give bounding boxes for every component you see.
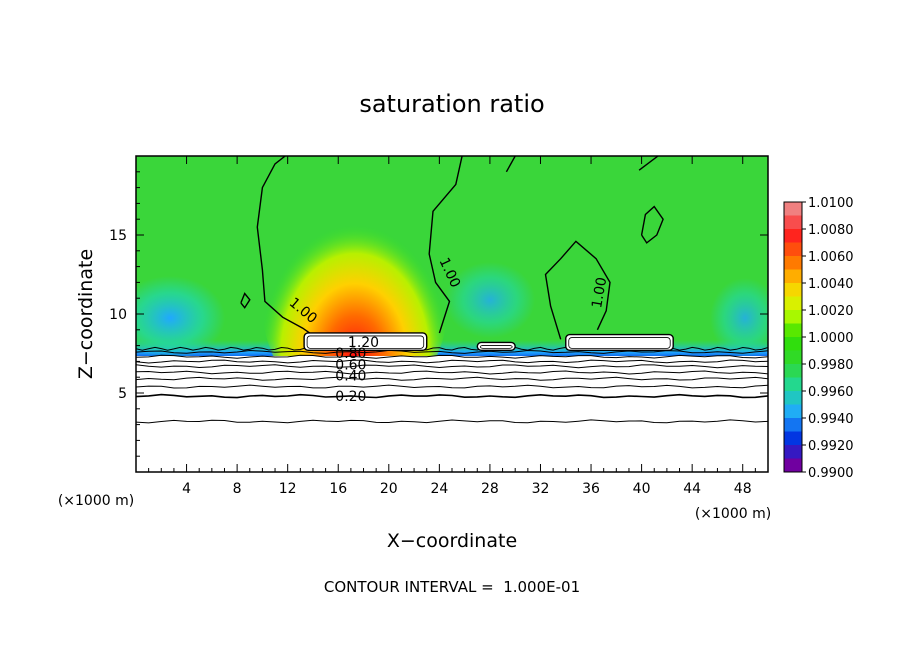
x-tick-label: 4	[182, 481, 191, 497]
colorbar-swatch	[784, 310, 802, 324]
blue-patch-left	[136, 276, 225, 360]
x-tick-label: 40	[633, 481, 651, 497]
contour-line	[136, 419, 768, 424]
cloud-region	[303, 332, 428, 352]
contour-label: 0.40	[335, 368, 366, 384]
colorbar-swatch	[784, 364, 802, 378]
x-tick-label: 36	[582, 481, 600, 497]
contour-line	[136, 364, 768, 369]
x-tick-label: 20	[380, 481, 398, 497]
colorbar-swatch	[784, 431, 802, 446]
colorbar-swatch	[784, 337, 802, 351]
x-tick-label: 16	[329, 481, 347, 497]
x-axis-title: X−coordinate	[387, 530, 517, 552]
contour-line-1-00	[256, 156, 324, 343]
contour-line	[136, 384, 768, 389]
x-tick-label: 12	[279, 481, 297, 497]
colorbar-tick-label: 0.9980	[808, 358, 854, 373]
colorbar: 1.0100 1.0080 1.0060 1.0040 1.0020 1.0000 0.99…	[783, 196, 854, 481]
colorbar-tick-label: 1.0100	[808, 196, 854, 211]
x-tick-label: 48	[734, 481, 752, 497]
plot-area: 1.001.001.001.200.800.600.400.20	[136, 156, 768, 472]
contour-lines	[136, 156, 768, 424]
contour-line-1-00	[505, 156, 516, 173]
y-tick-label: 5	[118, 386, 127, 402]
contour-label: 0.20	[335, 389, 366, 405]
colorbar-swatch	[784, 202, 802, 216]
contour-line	[136, 359, 768, 364]
colorbar-tick-label: 0.9940	[808, 412, 854, 427]
x-unit-label-right: (×1000 m)	[695, 506, 771, 522]
colorbar-swatch	[784, 404, 802, 419]
colorbar-swatch	[784, 242, 802, 257]
colorbar-swatch	[784, 296, 802, 311]
contour-label: 0.60	[335, 357, 366, 373]
contour-label: 1.20	[348, 335, 379, 351]
x-tick-label: 44	[683, 481, 701, 497]
contour-line	[136, 393, 768, 399]
x-axis-ticks: 4 8 12 16 20 24 28 32 36 40 44 48	[148, 156, 756, 497]
contour-line	[136, 376, 768, 381]
colorbar-tick-label: 0.9960	[808, 385, 854, 400]
colorbar-swatch	[784, 283, 802, 297]
colorbar-tick-label: 0.9900	[808, 466, 854, 481]
colorbar-swatch	[784, 229, 802, 243]
colorbar-tick-label: 1.0000	[808, 331, 854, 346]
y-tick-label: 15	[109, 228, 127, 244]
contour-line-1-00	[544, 240, 611, 340]
colorbar-swatch	[784, 418, 802, 432]
y-axis-title: Z−coordinate	[75, 249, 97, 379]
x-tick-label: 28	[481, 481, 499, 497]
contour-line	[136, 370, 768, 375]
x-tick-label: 8	[233, 481, 242, 497]
colorbar-swatch	[784, 323, 802, 338]
colorbar-tick-label: 0.9920	[808, 439, 854, 454]
colorbar-swatch	[784, 445, 802, 459]
x-unit-label: (×1000 m)	[58, 493, 134, 509]
x-tick-label: 24	[430, 481, 448, 497]
blue-patch-mid	[445, 262, 535, 338]
contour-line-1-00	[428, 156, 463, 334]
contour-label: 1.00	[589, 276, 610, 309]
y-axis-ticks: 5 10 15	[109, 171, 768, 457]
colorbar-tick-label: 1.0020	[808, 304, 854, 319]
cloud-inner-contour	[479, 345, 513, 349]
x-tick-label: 32	[532, 481, 550, 497]
contour-line	[136, 354, 768, 359]
contour-label: 0.80	[335, 346, 366, 362]
colorbar-swatch	[784, 377, 802, 392]
colorbar-swatch	[784, 269, 802, 284]
colorbar-tick-label: 1.0080	[808, 223, 854, 238]
cloud-region	[476, 341, 516, 352]
cloud-regions	[303, 332, 674, 352]
colorbar-swatch	[784, 391, 802, 405]
cloud-inner-contour	[568, 337, 671, 349]
colorbar-tick-label: 1.0060	[808, 250, 854, 265]
subsaturated-layer	[136, 356, 768, 472]
colorbar-swatch	[784, 256, 802, 270]
colorbar-swatch	[784, 458, 802, 473]
colorbar-swatch	[784, 350, 802, 365]
cloud-region	[565, 333, 674, 352]
cloud-inner-contour	[306, 335, 425, 349]
contour-line-1-00	[240, 292, 251, 309]
colorbar-swatch	[784, 215, 802, 230]
y-tick-label: 10	[109, 307, 127, 323]
contour-line-1-00	[640, 205, 664, 244]
colorbar-tick-label: 1.0040	[808, 277, 854, 292]
contour-interval-note: CONTOUR INTERVAL = 1.000E-01	[324, 578, 580, 596]
chart-title: saturation ratio	[359, 90, 544, 118]
blue-patch-right	[710, 278, 768, 358]
contour-line-1-00	[638, 156, 659, 171]
